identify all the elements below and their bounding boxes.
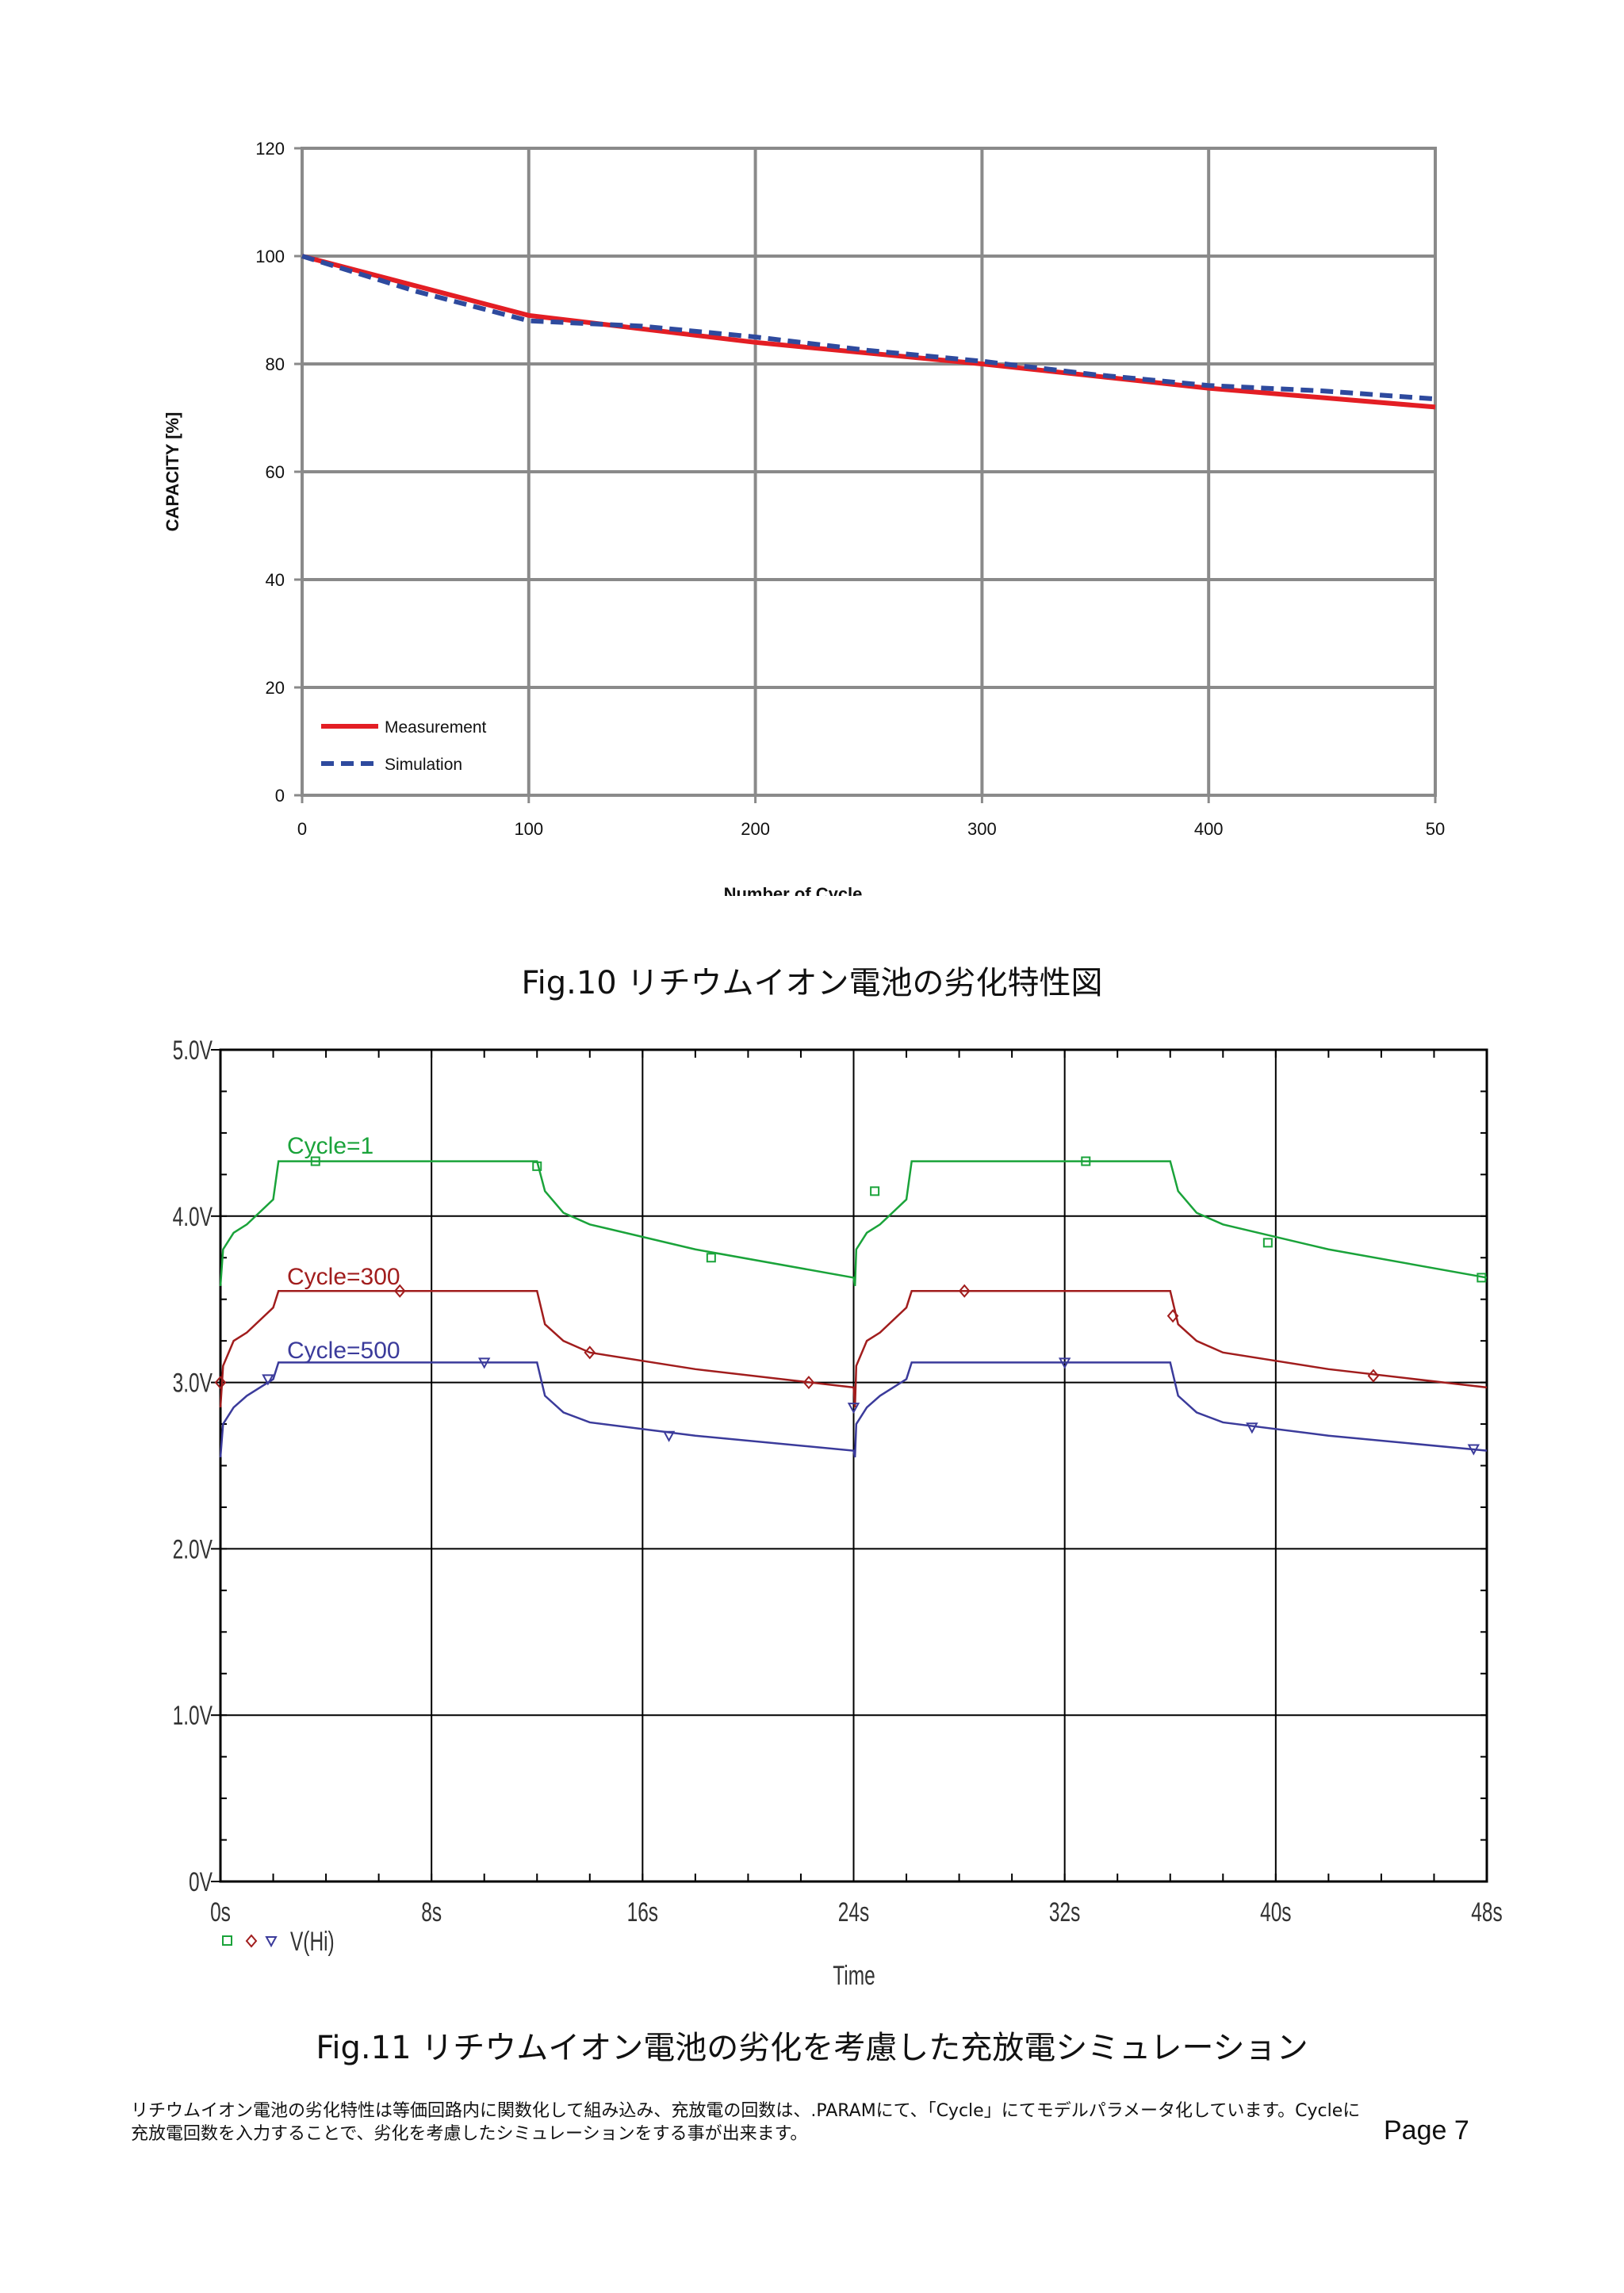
y-tick-label: 120 xyxy=(255,139,285,159)
x-axis-title: Number of Cycle xyxy=(724,884,863,896)
data-marker-cycle-500 xyxy=(1058,1357,1071,1369)
x-tick-label: 24s xyxy=(838,1897,869,1927)
data-marker-cycle-500 xyxy=(262,1374,274,1386)
data-marker-cycle-300 xyxy=(1166,1309,1179,1323)
data-marker-cycle-1 xyxy=(1081,1156,1091,1166)
x-tick-label: 100 xyxy=(514,819,543,839)
fig10-caption: Fig.10 リチウムイオン電池の劣化特性図 xyxy=(521,965,1103,1001)
x-tick-label: 0s xyxy=(210,1897,231,1927)
data-marker-cycle-300 xyxy=(1367,1369,1380,1383)
x-tick-label: 16s xyxy=(627,1897,658,1927)
data-marker-cycle-300 xyxy=(584,1346,596,1360)
y-tick-label: 4.0V xyxy=(173,1202,213,1232)
data-marker-cycle-300 xyxy=(958,1284,971,1298)
x-tick-label: 0 xyxy=(297,819,307,839)
series-label-cycle-500: Cycle=500 xyxy=(287,1338,400,1364)
charge-discharge-simulation-chart: 0s 8s 16s 24s 32s 40s 48s 0V 1.0V 2.0V 3.0V 4.0V 5.0… xyxy=(173,1035,1503,1991)
x-tick-label: 32s xyxy=(1049,1897,1080,1927)
x-tick-label: 400 xyxy=(1194,819,1224,839)
x-tick-label: 8s xyxy=(421,1897,442,1927)
data-marker-cycle-500 xyxy=(478,1357,491,1369)
y-tick-label: 0 xyxy=(275,786,285,806)
legend-label-simulation: Simulation xyxy=(385,756,462,774)
legend-label: V(Hi) xyxy=(290,1927,335,1957)
fig11-caption: Fig.11 リチウムイオン電池の劣化を考慮した充放電シミュレーション xyxy=(316,2030,1308,2066)
series-line-simulation xyxy=(301,254,1436,402)
data-marker-cycle-500 xyxy=(1246,1422,1258,1434)
y-tick-label: 20 xyxy=(266,678,285,698)
legend-marker-triangle xyxy=(265,1936,278,1948)
data-marker-cycle-1 xyxy=(1262,1238,1273,1248)
data-marker-cycle-1 xyxy=(870,1186,880,1196)
x-axis-title: Time xyxy=(833,1961,875,1991)
legend-marker-diamond xyxy=(245,1934,258,1948)
y-tick-label: 40 xyxy=(266,570,285,590)
y-tick-label: 5.0V xyxy=(173,1035,213,1066)
data-marker-cycle-300 xyxy=(393,1284,406,1298)
data-marker-cycle-300 xyxy=(802,1376,815,1390)
series-line-cycle-300 xyxy=(219,1289,1488,1408)
data-marker-cycle-500 xyxy=(662,1430,676,1442)
series-label-cycle-300: Cycle=300 xyxy=(287,1264,400,1290)
x-tick-label: 300 xyxy=(967,819,997,839)
y-tick-label: 1.0V xyxy=(173,1701,213,1731)
y-tick-label: 80 xyxy=(266,354,285,374)
data-marker-cycle-500 xyxy=(1467,1444,1480,1456)
data-marker-cycle-1 xyxy=(532,1161,542,1171)
data-marker-cycle-1 xyxy=(1477,1273,1487,1283)
data-marker-cycle-1 xyxy=(706,1253,716,1263)
y-tick-label: 100 xyxy=(255,247,285,266)
legend-label-measurement: Measurement xyxy=(385,718,487,737)
x-tick-label: 48s xyxy=(1471,1897,1502,1927)
x-tick-label: 200 xyxy=(741,819,770,839)
description-text: リチウムイオン電池の劣化特性は等価回路内に関数化して組み込み、充放電の回数は、.… xyxy=(131,2101,1361,2144)
series-label-cycle-1: Cycle=1 xyxy=(287,1133,373,1159)
series-line-measurement xyxy=(301,254,1436,410)
y-axis-title: CAPACITY [%] xyxy=(163,412,182,532)
legend-marker-square xyxy=(222,1935,232,1946)
y-tick-label: 3.0V xyxy=(173,1369,213,1399)
y-tick-label: 60 xyxy=(266,462,285,482)
data-marker-cycle-1 xyxy=(310,1156,320,1166)
x-tick-label: 40s xyxy=(1260,1897,1291,1927)
x-tick-label: 50 xyxy=(1426,819,1445,839)
data-marker-cycle-500 xyxy=(847,1403,860,1414)
page-number: Page 7 xyxy=(1384,2115,1469,2146)
data-marker-cycle-300 xyxy=(214,1376,227,1390)
y-tick-label: 2.0V xyxy=(173,1535,213,1565)
series-line-cycle-1 xyxy=(219,1160,1488,1287)
y-tick-label: 0V xyxy=(189,1867,213,1897)
